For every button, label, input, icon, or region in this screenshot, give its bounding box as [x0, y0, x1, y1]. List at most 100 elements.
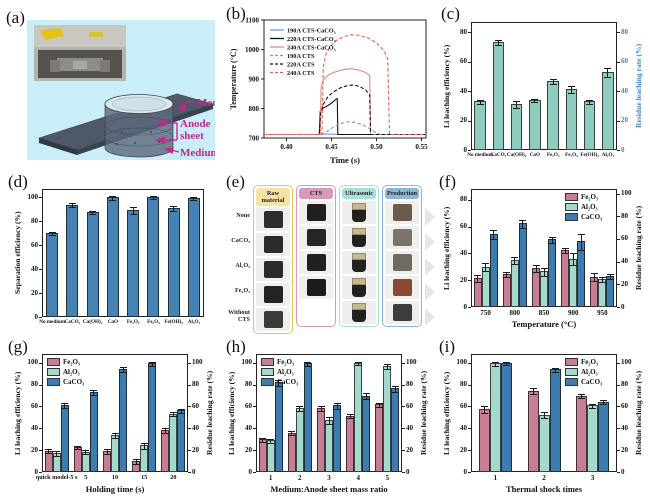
error-bar	[296, 405, 304, 413]
x-axis-category: Ca(OH)₂	[82, 319, 103, 325]
svg-text:220A CTS: 220A CTS	[287, 61, 315, 68]
error-bar	[259, 437, 267, 443]
y-axis-tick-left: 60	[460, 57, 467, 66]
bar-value	[46, 233, 59, 317]
y-axis-tick-left: 20	[460, 445, 467, 454]
y-axis-tick-left: 20	[31, 288, 38, 297]
svg-text:800: 800	[249, 105, 260, 113]
error-bar	[109, 195, 117, 202]
y-axis-tick-right: 60	[192, 401, 199, 410]
bar-Fe₂O₃	[561, 250, 570, 307]
error-bar	[275, 379, 283, 388]
y-axis-tick-right: 20	[192, 445, 199, 454]
legend-label: Al₂O₃	[581, 367, 598, 376]
y-axis-title-left: Li leaching efficiency (%)	[442, 206, 451, 290]
y-axis-tick-right: 60	[621, 401, 628, 410]
bar-Fe₂O₃	[317, 408, 325, 472]
error-bar	[491, 361, 499, 367]
panel-b: (b) 700 800 900 1000 1100 0.40 0.45 0.50 0.55 190…	[218, 0, 435, 170]
column-header: Raw material	[256, 188, 290, 207]
x-axis-category: CaCO₃	[64, 319, 81, 325]
svg-text:Time (s): Time (s)	[330, 155, 360, 165]
bar-Fe₂O₃	[502, 274, 511, 307]
y-axis-tick-right: 0	[192, 467, 196, 476]
chart-legend: Fe₂O₃ Al₂O₃ CaCO₃	[261, 358, 298, 386]
panel-h: (h) 0 20 40 60 80 100 0 20 40 60 80 100 Li leaching …	[218, 335, 435, 499]
x-axis-category: CaO	[529, 152, 541, 158]
panel-g-letter: (g)	[8, 337, 28, 356]
legend-item: Al₂O₃	[261, 368, 298, 376]
legend-swatch	[47, 358, 60, 366]
error-bar	[288, 431, 296, 437]
error-bar	[549, 79, 557, 85]
y-axis-tick-left: 100	[456, 358, 468, 367]
bar-CaCO₃	[518, 223, 527, 307]
y-axis-tick-left: 0	[463, 467, 468, 476]
row-label: Fe₂O₃	[234, 287, 250, 295]
legend-label: Fe₂O₃	[581, 192, 599, 201]
sample-photo	[256, 208, 290, 232]
beaker-photo	[352, 278, 366, 298]
bar-Al₂O₃	[295, 408, 304, 472]
series-240A CTS-CaCO₃	[264, 68, 426, 136]
series-220A CTS-CaCO₃	[264, 98, 426, 136]
bar-Al₂O₃	[481, 266, 490, 307]
y-axis-tick-right: 0	[406, 467, 410, 476]
svg-text:1100: 1100	[245, 17, 259, 25]
sample-photo	[342, 276, 376, 300]
y-axis-tick-right: 40	[406, 423, 413, 432]
svg-text:1000: 1000	[245, 46, 260, 54]
legend-item: Al₂O₃	[565, 203, 602, 211]
x-axis-title: Holding time (s)	[85, 484, 145, 494]
temperature-time-chart: 700 800 900 1000 1100 0.40 0.45 0.50 0.55 190A CT…	[228, 14, 433, 171]
y-axis-tick-left: 60	[245, 401, 252, 410]
bar-value	[86, 211, 99, 317]
y-axis-title-left: Li leaching efficiency (%)	[442, 371, 451, 455]
legend-item: CaCO₃	[47, 378, 84, 386]
row-label: CaCO₃	[231, 237, 250, 245]
y-axis-tick-left: 40	[245, 423, 252, 432]
arrow-icon	[425, 305, 435, 328]
y-axis-tick-right: 60	[621, 234, 628, 243]
y-axis-tick-right: 40	[192, 423, 199, 432]
thermal-shock-chart: 0 20 40 60 80 100 0 20 40 60 80 100 Li leaching effi…	[442, 348, 644, 498]
panel-i-letter: (i)	[439, 337, 456, 356]
yellow-handle-icon	[40, 28, 64, 40]
y-axis-tick-left: 40	[31, 423, 38, 432]
column-Ultrasonic: Ultrasonic	[339, 185, 379, 328]
legend-item: CaCO₃	[565, 378, 602, 386]
legend-item: Fe₂O₃	[261, 358, 298, 366]
bar-Al₂O₃	[489, 363, 501, 472]
error-bar	[578, 393, 586, 400]
error-bar	[325, 417, 333, 425]
x-axis-category: CaCO₃	[490, 152, 507, 158]
y-axis-title-right: Residue leaching rate (%)	[205, 370, 215, 456]
y-axis-title-right: Residue leaching rate (%)	[419, 370, 429, 456]
x-axis-category: 900	[567, 309, 579, 317]
legend-swatch	[261, 368, 274, 376]
sample-photo	[256, 308, 290, 332]
sample-photo	[385, 301, 419, 325]
sample-photo	[342, 301, 376, 325]
error-bar	[586, 99, 594, 105]
sample-photo-grid: None CaCO₃ Al₂O₃ Fe₂O₃ Without CTS Raw materi…	[228, 185, 435, 335]
bar-Fe₂O₃	[478, 409, 490, 472]
sample-photo	[342, 226, 376, 250]
error-bar	[68, 203, 76, 208]
legend-item: Fe₂O₃	[47, 358, 84, 366]
legend-swatch	[47, 368, 60, 376]
y-axis-tick-right: 20	[621, 445, 628, 454]
label-medium-bottom: Medium	[180, 147, 215, 159]
legend-swatch	[261, 358, 274, 366]
error-bar	[89, 210, 97, 215]
row-label: Al₂O₃	[235, 262, 250, 270]
y-axis-title-left: Li leaching efficiency (%)	[13, 371, 22, 455]
bar-value	[127, 209, 140, 317]
error-bar	[375, 402, 383, 408]
y-axis-tick-left: 100	[27, 358, 39, 367]
holding-time-chart: 0 20 40 60 80 100 0 20 40 60 80 100 Li leaching effi…	[13, 348, 215, 498]
bar-CaCO₃	[177, 410, 186, 472]
y-axis-tick-right: 20	[406, 445, 413, 454]
legend-item: Al₂O₃	[565, 368, 602, 376]
y-axis-title-right: Residue leaching rate (%)	[634, 370, 644, 456]
